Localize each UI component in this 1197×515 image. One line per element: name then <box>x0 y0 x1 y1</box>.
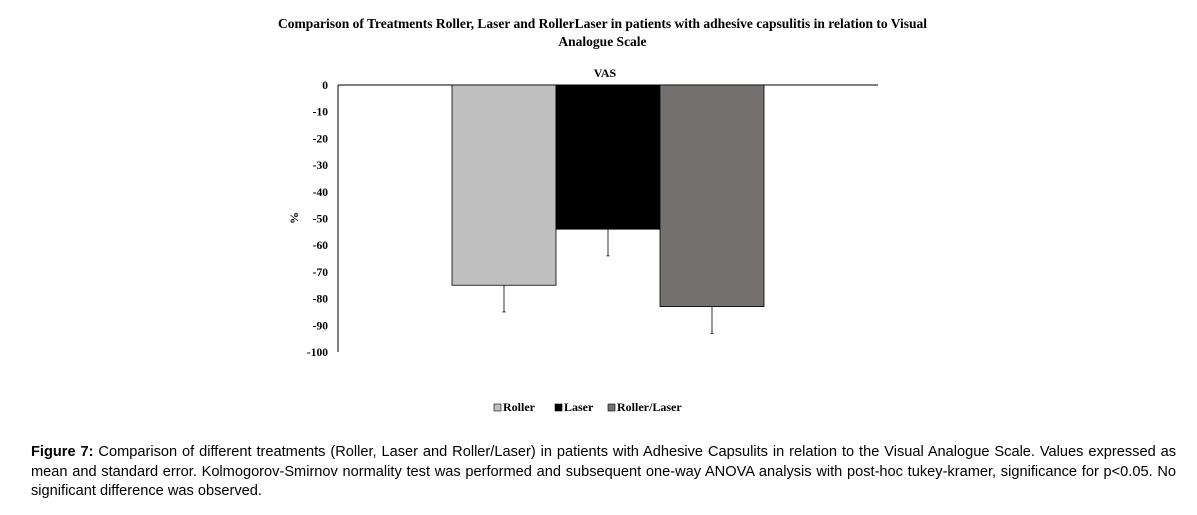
y-axis-label: % <box>287 212 301 224</box>
bar-chart: VAS 0 -10 -20 -30 -40 -50 -60 -70 -80 -90 -100 % R… <box>287 66 878 414</box>
figure-caption: Figure 7: Comparison of different treatm… <box>31 443 1176 502</box>
y-tick-label: -80 <box>313 294 329 306</box>
legend-label: Laser <box>564 400 594 414</box>
y-tick-label: -30 <box>313 160 329 172</box>
bar-laser <box>555 84 661 230</box>
bar-roller <box>451 84 557 286</box>
legend-swatch <box>554 403 563 412</box>
y-tick-label: -100 <box>307 347 328 359</box>
y-tick-label: -20 <box>313 133 329 145</box>
bars <box>451 84 765 334</box>
legend-swatch <box>493 403 502 412</box>
caption-text: Comparison of different treatments (Roll… <box>31 444 1177 499</box>
y-axis: 0 -10 -20 -30 -40 -50 -60 -70 -80 -90 -100 <box>307 80 878 359</box>
chart-subtitle: VAS <box>594 66 617 80</box>
y-tick-label: -50 <box>313 214 329 226</box>
chart-title: Comparison of Treatments Roller, Laser a… <box>277 16 928 49</box>
y-tick-label: -60 <box>313 240 329 252</box>
y-tick-label: -70 <box>313 267 329 279</box>
legend: Roller Laser Roller/Laser <box>493 400 682 414</box>
legend-label: Roller <box>503 400 536 414</box>
y-tick-label: -40 <box>313 187 329 199</box>
y-tick-label: -90 <box>313 320 329 332</box>
figure-label: Figure 7: <box>31 444 94 460</box>
y-tick-label: -10 <box>313 107 329 119</box>
legend-label: Roller/Laser <box>617 400 682 414</box>
legend-swatch <box>607 403 616 412</box>
y-tick-label: 0 <box>322 80 328 92</box>
bar-roller-laser <box>659 84 765 308</box>
